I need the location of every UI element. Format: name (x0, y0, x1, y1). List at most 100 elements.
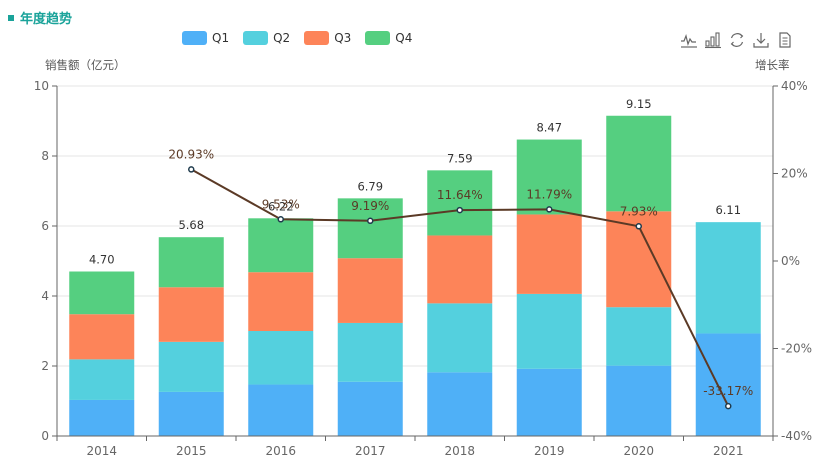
bar-q1-2016 (248, 384, 314, 436)
bar-q2-2020 (606, 307, 672, 366)
bar-q2-2017 (337, 322, 403, 382)
legend-swatch-q3 (304, 31, 330, 45)
bar-q3-2018 (427, 235, 493, 304)
bar-q4-2020 (606, 115, 672, 212)
legend: Q1 Q2 Q3 Q4 (182, 31, 426, 45)
growth-label: 9.19% (351, 199, 389, 213)
bar-q3-2016 (248, 272, 314, 331)
line-chart-button[interactable] (680, 31, 698, 49)
download-button[interactable] (752, 31, 770, 49)
y-axis-right-name: 增长率 (755, 58, 790, 72)
bar-q1-2015 (158, 391, 224, 436)
legend-item-q1[interactable]: Q1 (182, 31, 229, 45)
growth-point (725, 402, 732, 410)
growth-point (456, 206, 463, 214)
bar-q3-2015 (158, 287, 224, 342)
bar-q3-2019 (516, 214, 582, 294)
bar-q1-2014 (69, 399, 135, 436)
y-right-tick-label: 0% (781, 254, 800, 268)
bar-q4-2018 (427, 170, 493, 236)
y-left-tick-label: 4 (41, 289, 49, 303)
bar-chart-icon (705, 32, 721, 49)
total-label: 4.70 (89, 253, 115, 267)
title-bullet-icon (8, 14, 14, 21)
bar-q2-2018 (427, 303, 493, 373)
bar-q1-2018 (427, 372, 493, 436)
growth-point (635, 223, 642, 230)
bar-q2-2019 (516, 293, 582, 369)
x-tick-label: 2018 (444, 444, 475, 458)
bar-q2-2021 (695, 222, 761, 334)
x-tick-label: 2020 (623, 444, 654, 458)
total-label: 9.15 (626, 97, 652, 111)
legend-label-q1: Q1 (212, 31, 230, 45)
bar-q4-2015 (158, 237, 224, 288)
bar-q3-2014 (69, 314, 135, 360)
x-tick-label: 2016 (265, 444, 296, 458)
bar-q1-2019 (516, 368, 582, 436)
legend-item-q3[interactable]: Q3 (304, 31, 351, 45)
y-left-tick-label: 10 (34, 79, 49, 93)
bar-q1-2017 (337, 381, 403, 436)
restore-button[interactable] (728, 31, 746, 49)
y-right-tick-label: -40% (781, 429, 812, 443)
legend-swatch-q2 (243, 31, 269, 45)
bar-chart-button[interactable] (704, 31, 722, 49)
data-view-icon (779, 32, 791, 48)
bars (69, 115, 761, 436)
total-labels: 4.70 5.68 6.22 6.79 7.59 8.47 9.15 6.11 (89, 97, 741, 267)
legend-swatch-q4 (365, 31, 391, 45)
y-axis-left-name: 销售额（亿元） (45, 58, 126, 72)
bar-q1-2020 (606, 365, 672, 436)
bar-q2-2014 (69, 359, 135, 400)
line-chart-icon (681, 34, 697, 48)
growth-label: 11.79% (526, 187, 572, 201)
growth-label: -33.17% (703, 384, 753, 398)
legend-label-q4: Q4 (395, 31, 413, 45)
y-right-tick-label: -20% (781, 342, 812, 356)
chart-title-text: 年度趋势 (20, 12, 73, 27)
bar-q4-2019 (516, 139, 582, 215)
legend-item-q4[interactable]: Q4 (365, 31, 412, 45)
toolbox (680, 31, 800, 49)
growth-label: 9.53% (262, 197, 300, 211)
growth-point (546, 206, 553, 213)
total-label: 5.68 (178, 218, 204, 232)
bar-q4-2014 (69, 271, 135, 315)
legend-label-q2: Q2 (273, 31, 291, 45)
axes: 0 2 4 6 8 10 -40% -20% 0% 20% 40% 2014 2015 2016 2017 2… (34, 79, 812, 458)
y-right-tick-label: 40% (781, 79, 808, 93)
growth-line: 20.93% 9.53% 9.19% 11.64% 11.79% 7.93% -33.17% (168, 147, 753, 410)
x-tick-label: 2017 (355, 444, 386, 458)
y-left-tick-label: 2 (41, 359, 49, 373)
legend-item-q2[interactable]: Q2 (243, 31, 290, 45)
bar-q1-2021 (695, 333, 761, 436)
growth-point (188, 166, 195, 173)
chart-title: 年度趋势 (8, 8, 72, 27)
total-label: 6.79 (357, 179, 383, 193)
growth-point (277, 216, 284, 223)
legend-label-q3: Q3 (334, 31, 352, 45)
download-icon (753, 33, 769, 48)
x-tick-label: 2019 (534, 444, 565, 458)
y-left-tick-label: 0 (41, 429, 49, 443)
x-tick-label: 2021 (713, 444, 744, 458)
bar-q4-2017 (337, 198, 403, 259)
y-right-tick-label: 20% (781, 167, 808, 181)
total-label: 6.22 (268, 199, 294, 213)
bar-q4-2016 (248, 218, 314, 273)
bar-q2-2016 (248, 331, 314, 385)
total-label: 7.59 (447, 151, 473, 165)
x-tick-label: 2014 (86, 444, 117, 458)
legend-swatch-q1 (182, 31, 207, 45)
y-left-tick-label: 6 (41, 219, 49, 233)
bar-q2-2015 (158, 341, 224, 392)
restore-icon (730, 33, 744, 47)
data-view-button[interactable] (776, 31, 794, 49)
growth-label: 7.93% (620, 204, 658, 218)
y-left-tick-label: 8 (41, 149, 49, 163)
bar-q3-2017 (337, 258, 403, 323)
growth-label: 20.93% (168, 147, 214, 161)
x-tick-label: 2015 (176, 444, 207, 458)
